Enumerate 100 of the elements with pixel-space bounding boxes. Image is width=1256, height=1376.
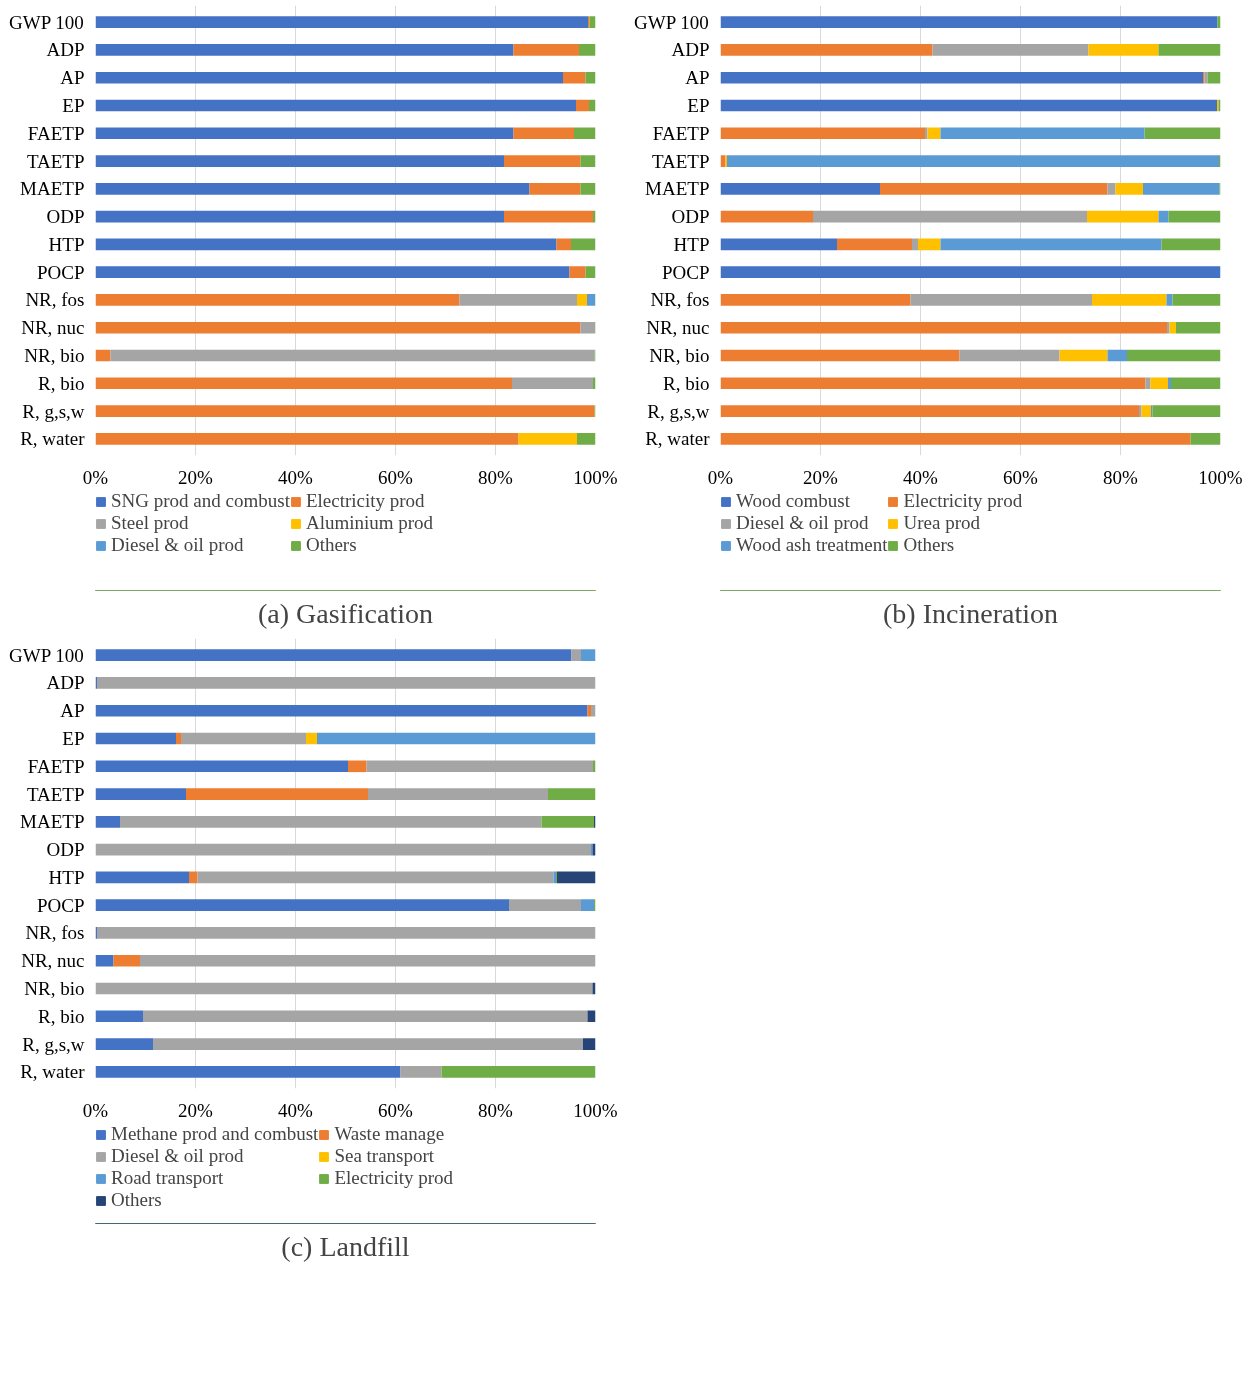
bar [95,210,504,223]
bar [1144,127,1221,140]
bar [580,183,596,195]
bar [720,405,1139,417]
legend-label: Urea prod [903,512,980,534]
y-tick-label: MAETP [645,178,710,200]
legend-label: Sea transport [334,1145,435,1167]
bar [95,899,509,911]
bar [95,377,512,390]
bar [504,210,593,223]
bar [813,210,1087,223]
y-tick-label: POCP [36,894,85,916]
bar [727,155,1219,167]
bar [720,155,726,167]
bar [95,871,189,884]
y-tick-label: R, g,s,w [22,400,85,422]
bar [720,238,837,251]
bar [97,677,596,689]
bar [959,349,1060,362]
y-tick-label: TAETP [26,150,85,172]
bar [940,127,1145,140]
bar [1168,377,1171,390]
text: (b) Incineration [883,597,1058,629]
y-tick-label: TAETP [651,150,710,172]
bar [1143,183,1220,195]
legend-label: Diesel & oil prod [111,534,244,556]
y-tick-label: NR, nuc [21,950,85,972]
bar [720,127,925,140]
bar [720,99,1217,112]
bar [720,71,1203,84]
bar [1161,238,1221,251]
bar [1092,294,1167,306]
legend-label: Electricity prod [903,490,1023,512]
bar [176,732,181,745]
y-tick-label: AP [685,67,710,89]
legend-label: Steel prod [111,512,189,534]
y-tick-label: TAETP [26,783,85,805]
bar [1115,183,1143,195]
x-tick-label: 60% [1003,466,1039,488]
y-tick-label: FAETP [652,122,710,144]
bar [583,1038,596,1050]
bar [541,816,594,828]
bar [368,788,548,800]
bar [580,155,596,167]
y-tick-label: ODP [46,839,85,861]
y-tick-label: GWP 100 [9,11,84,33]
y-tick-label: MAETP [20,811,85,833]
y-tick-label: ADP [671,39,710,61]
bar [1171,377,1221,390]
y-tick-label: FAETP [27,122,85,144]
bar [95,238,557,251]
y-tick-label: GWP 100 [9,644,84,666]
bar [720,266,1221,278]
bar [153,1038,583,1050]
bar [720,349,960,362]
bar [577,294,587,306]
legend-label: Diesel & oil prod [736,512,869,534]
bar [720,433,1191,445]
bar [1169,321,1176,334]
bar [580,321,595,334]
bar [95,954,114,967]
legend-label: Electricity prod [334,1167,454,1189]
y-tick-label: GWP 100 [634,11,709,33]
bar [563,71,586,84]
x-tick-label: 80% [478,466,514,488]
y-tick-label: MAETP [20,178,85,200]
bar [1107,349,1127,362]
bar [95,760,348,773]
bar [95,843,591,856]
bar [95,1066,401,1078]
bar [366,760,593,773]
bar [95,732,176,745]
bar [720,377,1146,390]
bar [95,71,563,84]
y-tick-label: NR, bio [24,978,85,999]
bar [518,433,577,445]
x-tick-label: 40% [903,466,939,488]
bar [720,210,813,223]
bar [1172,294,1221,306]
bar [348,760,367,773]
bar [912,238,918,251]
bar [880,183,1108,195]
bar [1107,183,1116,195]
y-tick-label: EP [687,95,710,116]
y-tick-label: AP [60,67,85,89]
bar [143,1010,588,1023]
bar [95,99,576,112]
text: (a) Gasification [258,597,433,629]
x-tick-label: 20% [178,1099,214,1121]
bar [459,294,577,306]
bar [186,788,368,800]
bar [189,871,198,884]
y-tick-label: POCP [661,261,710,283]
y-tick-label: NR, fos [650,289,710,311]
text: (c) Landfill [281,1230,410,1262]
bar [97,927,596,939]
bar [513,127,574,140]
bar [1190,433,1221,445]
bar [1207,71,1221,84]
bar [587,1010,596,1023]
